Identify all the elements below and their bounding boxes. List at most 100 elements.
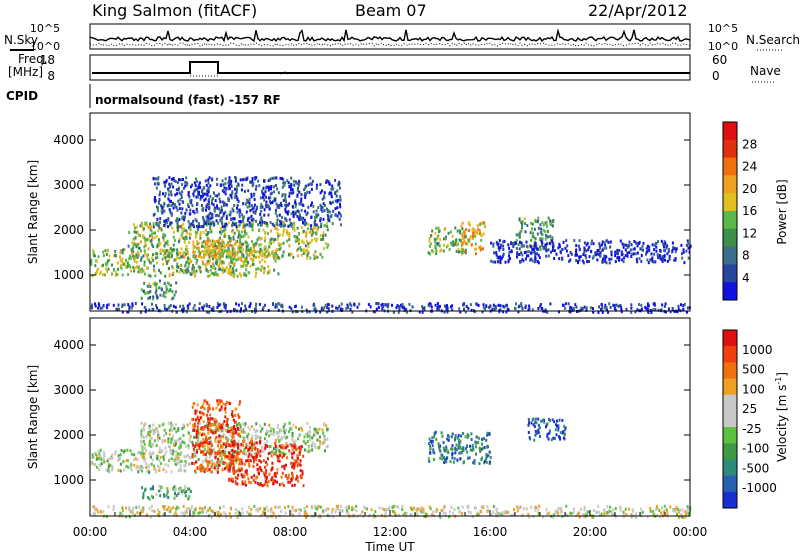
- heatmap-cell: [172, 249, 174, 252]
- heatmap-cell: [177, 462, 179, 465]
- heatmap-cell: [134, 266, 136, 269]
- heatmap-cell: [260, 216, 262, 219]
- heatmap-cell: [316, 224, 318, 227]
- heatmap-cell: [156, 218, 158, 221]
- heatmap-cell: [100, 511, 102, 514]
- heatmap-cell: [236, 188, 238, 191]
- heatmap-cell: [94, 254, 96, 257]
- heatmap-cell: [254, 250, 256, 253]
- heatmap-cell: [243, 273, 245, 276]
- heatmap-cell: [163, 493, 165, 496]
- heatmap-cell: [379, 506, 381, 509]
- heatmap-cell: [222, 225, 224, 228]
- heatmap-cell: [212, 423, 214, 426]
- heatmap-cell: [520, 302, 522, 305]
- heatmap-cell: [250, 257, 252, 260]
- heatmap-cell: [94, 463, 96, 466]
- heatmap-cell: [541, 241, 543, 244]
- heatmap-cell: [107, 260, 109, 263]
- heatmap-cell: [167, 441, 169, 444]
- heatmap-cell: [208, 213, 210, 216]
- heatmap-cell: [402, 505, 404, 508]
- heatmap-cell: [150, 225, 152, 228]
- heatmap-cell: [190, 490, 192, 493]
- heatmap-cell: [218, 247, 220, 250]
- heatmap-cell: [297, 238, 299, 241]
- heatmap-cell: [439, 244, 441, 247]
- heatmap-cell: [162, 192, 164, 195]
- heatmap-cell: [485, 439, 487, 442]
- heatmap-cell: [232, 478, 234, 481]
- heatmap-cell: [262, 484, 264, 487]
- heatmap-cell: [451, 435, 453, 438]
- heatmap-cell: [248, 433, 250, 436]
- heatmap-cell: [213, 248, 215, 251]
- heatmap-cell: [179, 207, 181, 210]
- heatmap-cell: [530, 245, 532, 248]
- heatmap-cell: [198, 250, 200, 253]
- heatmap-cell: [299, 246, 301, 249]
- heatmap-cell: [277, 232, 279, 235]
- heatmap-cell: [137, 255, 139, 258]
- heatmap-cell: [259, 248, 261, 251]
- heatmap-cell: [212, 258, 214, 261]
- heatmap-cell: [302, 470, 304, 473]
- heatmap-cell: [211, 202, 213, 205]
- heatmap-cell: [449, 248, 451, 251]
- heatmap-cell: [196, 180, 198, 183]
- heatmap-cell: [258, 229, 260, 232]
- heatmap-cell: [442, 457, 444, 460]
- heatmap-cell: [197, 195, 199, 198]
- heatmap-cell: [208, 198, 210, 201]
- heatmap-cell: [209, 195, 211, 198]
- heatmap-cell: [204, 441, 206, 444]
- heatmap-cell: [304, 192, 306, 195]
- heatmap-cell: [575, 259, 577, 262]
- heatmap-cell: [629, 241, 631, 244]
- heatmap-cell: [479, 223, 481, 226]
- heatmap-cell: [232, 435, 234, 438]
- heatmap-cell: [685, 250, 687, 253]
- heatmap-cell: [305, 235, 307, 238]
- heatmap-cell: [316, 216, 318, 219]
- heatmap-cell: [209, 240, 211, 243]
- heatmap-cell: [458, 434, 460, 437]
- heatmap-cell: [444, 227, 446, 230]
- heatmap-cell: [239, 223, 241, 226]
- heatmap-cell: [317, 228, 319, 231]
- heatmap-cell: [292, 188, 294, 191]
- heatmap-cell: [616, 249, 618, 252]
- heatmap-cell: [332, 222, 334, 225]
- heatmap-cell: [557, 429, 559, 432]
- heatmap-cell: [221, 255, 223, 258]
- heatmap-cell: [430, 440, 432, 443]
- heatmap-cell: [282, 472, 284, 475]
- heatmap-cell: [530, 231, 532, 234]
- heatmap-cell: [252, 184, 254, 187]
- heatmap-cell: [276, 249, 278, 252]
- heatmap-cell: [293, 215, 295, 218]
- heatmap-cell: [202, 402, 204, 405]
- heatmap-cell: [107, 268, 109, 271]
- heatmap-cell: [562, 248, 564, 251]
- heatmap-cell: [466, 451, 468, 454]
- heatmap-cell: [148, 433, 150, 436]
- heatmap-cell: [203, 468, 205, 471]
- heatmap-cell: [162, 249, 164, 252]
- heatmap-cell: [205, 436, 207, 439]
- heatmap-cell: [230, 256, 232, 259]
- heatmap-cell: [492, 511, 494, 514]
- heatmap-cell: [226, 250, 228, 253]
- heatmap-cell: [378, 302, 380, 305]
- heatmap-cell: [144, 249, 146, 252]
- heatmap-cell: [214, 418, 216, 421]
- heatmap-cell: [585, 249, 587, 252]
- heatmap-cell: [105, 268, 107, 271]
- heatmap-cell: [195, 177, 197, 180]
- heatmap-cell: [564, 247, 566, 250]
- heatmap-cell: [302, 241, 304, 244]
- heatmap-cell: [305, 442, 307, 445]
- heatmap-cell: [276, 305, 278, 308]
- heatmap-cell: [451, 453, 453, 456]
- heatmap-cell: [295, 426, 297, 429]
